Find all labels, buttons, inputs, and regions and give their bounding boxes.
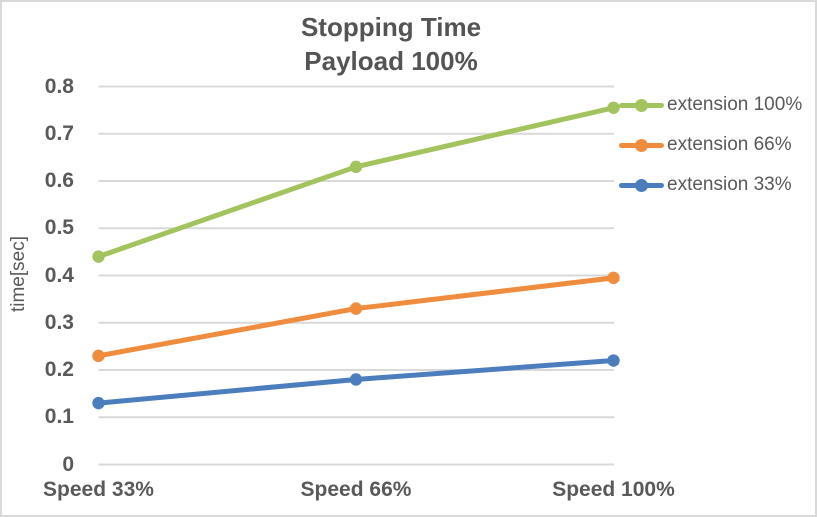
legend-label: extension 100% xyxy=(667,94,803,115)
legend-label: extension 33% xyxy=(667,174,792,195)
legend-item-extension-66: extension 66% xyxy=(619,125,802,165)
data-point-marker-extension-100 xyxy=(349,160,363,174)
data-point-marker-extension-33 xyxy=(92,396,105,410)
legend-item-extension-100: extension 100% xyxy=(619,85,802,125)
legend-line-marker-icon xyxy=(619,178,664,192)
legend-item-extension-33: extension 33% xyxy=(619,165,802,205)
series-line-extension-66 xyxy=(96,275,616,359)
legend-label: extension 66% xyxy=(667,134,792,155)
data-point-marker-extension-33 xyxy=(607,354,620,367)
data-point-marker-extension-66 xyxy=(92,349,105,363)
data-point-marker-extension-66 xyxy=(607,271,620,285)
chart-subtitle: Payload 100% xyxy=(304,46,478,76)
chart-title: Stopping Time xyxy=(300,12,482,42)
legend: extension 100% extension 66% extension 33% xyxy=(619,85,802,205)
legend-line-marker-icon xyxy=(619,138,664,152)
series-line-extension-100 xyxy=(96,105,616,260)
data-point-marker-extension-100 xyxy=(607,101,620,114)
data-point-marker-extension-33 xyxy=(349,373,363,386)
data-point-marker-extension-100 xyxy=(92,250,105,263)
data-point-marker-extension-66 xyxy=(349,302,363,315)
chart-title-block: Stopping Time Payload 100% xyxy=(301,10,481,78)
legend-line-marker-icon xyxy=(619,98,664,112)
